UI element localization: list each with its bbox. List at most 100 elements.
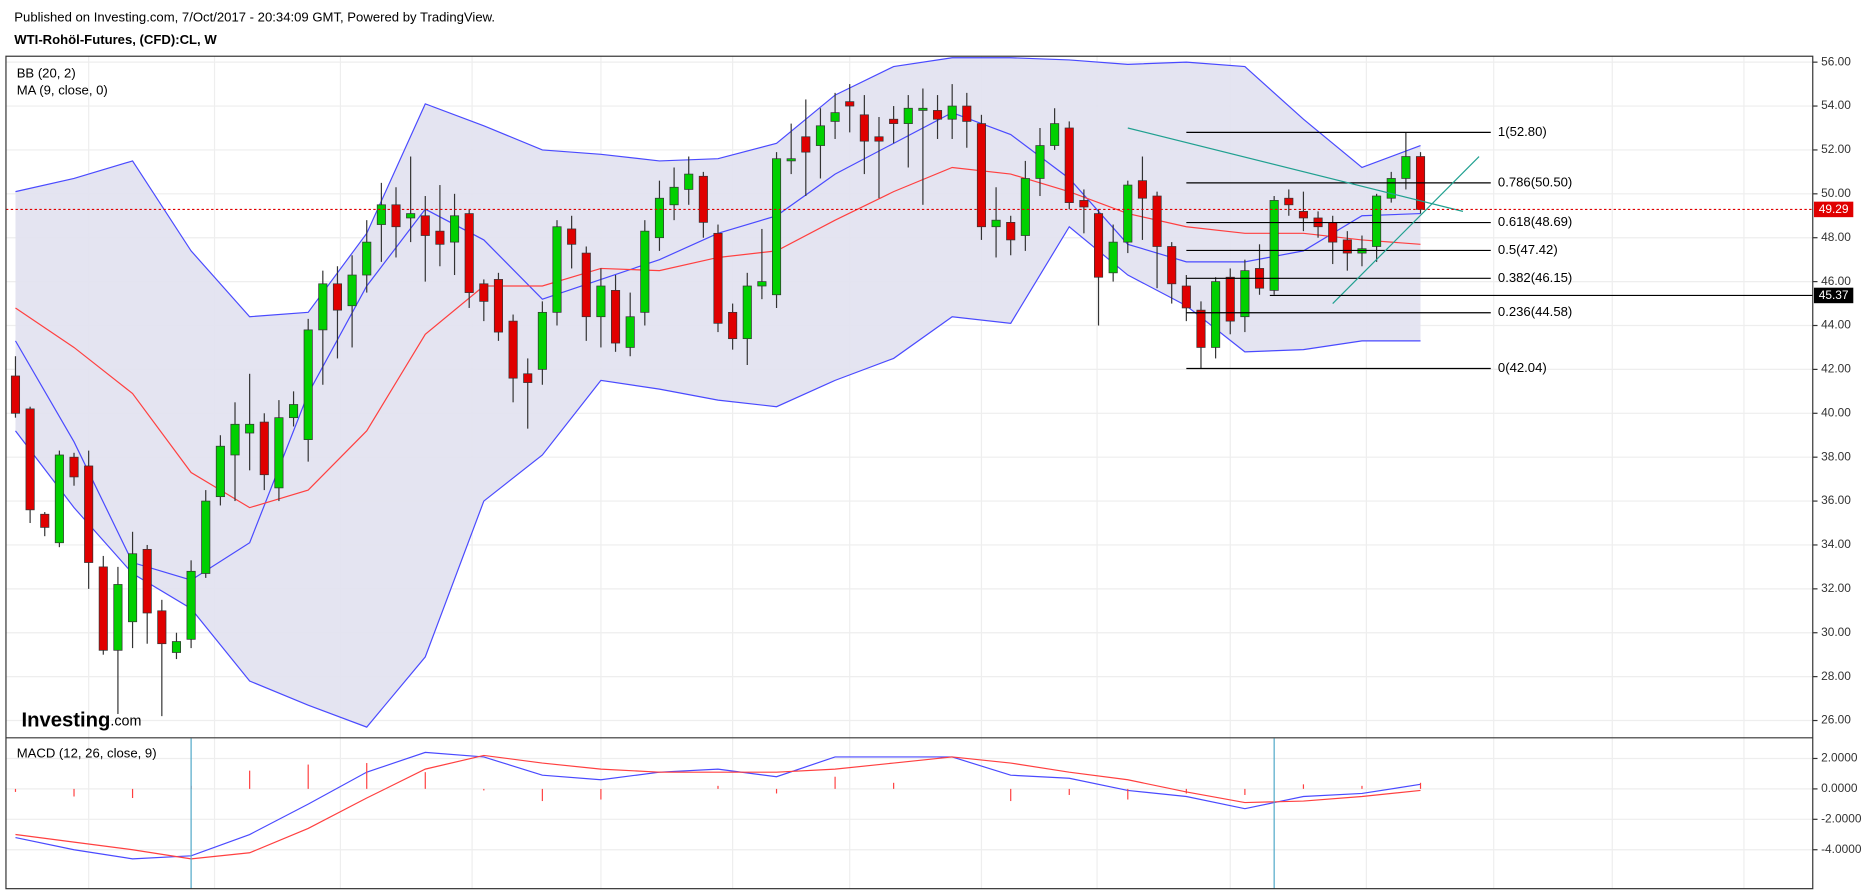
candle-body [508, 320, 518, 379]
candle-body [830, 112, 840, 122]
candle-body [1372, 195, 1382, 247]
candle-body [1386, 178, 1396, 199]
candle-body [523, 373, 533, 383]
candle-body [684, 173, 694, 190]
fib-label: 0.5(47.42) [1498, 242, 1558, 257]
y-tick-label: 54.00 [1821, 98, 1851, 112]
candle-body [10, 375, 21, 414]
candle-body [1196, 309, 1206, 348]
price-tag [1813, 201, 1854, 218]
candle-body [640, 230, 650, 313]
candle-body [1342, 239, 1352, 254]
candle-body [1211, 281, 1221, 348]
candle-body [318, 283, 328, 331]
price-tag [1813, 287, 1854, 304]
candle-body [947, 105, 957, 120]
trend-line [1332, 156, 1480, 304]
candle-body [933, 110, 943, 120]
candle-body [1108, 241, 1118, 274]
candle-body [625, 316, 635, 348]
candle-body [889, 118, 899, 124]
macd-y-tick-label: 2.0000 [1821, 751, 1858, 765]
plot-frame [5, 55, 1814, 890]
candle-body [69, 456, 79, 478]
y-tick-label: 30.00 [1821, 625, 1851, 639]
fib-label: 0.618(48.69) [1498, 214, 1572, 229]
logo: Investing.com [21, 710, 141, 732]
macd-label: MACD (12, 26, close, 9) [17, 745, 157, 760]
y-tick-label: 48.00 [1821, 230, 1851, 244]
candle-body [157, 610, 167, 645]
y-tick-label: 42.00 [1821, 362, 1851, 376]
candle-body [450, 215, 460, 243]
candle-body [40, 513, 50, 528]
candle-body [98, 566, 108, 651]
candle-body [1006, 222, 1016, 241]
candle-body [259, 421, 269, 476]
y-tick-label: 26.00 [1821, 713, 1851, 727]
price-tag-label: 45.37 [1819, 288, 1849, 302]
fib-label: 0.236(44.58) [1498, 304, 1572, 319]
candle-body [1123, 184, 1133, 243]
fib-label: 0(42.04) [1498, 360, 1547, 375]
y-tick-label: 28.00 [1821, 669, 1851, 683]
y-tick-label: 32.00 [1821, 581, 1851, 595]
trend-line [1127, 127, 1464, 212]
candle-body [1328, 222, 1338, 243]
y-tick-label: 44.00 [1821, 318, 1851, 332]
candle-body [1225, 276, 1235, 322]
candle-body [757, 281, 767, 287]
y-tick-label: 52.00 [1821, 142, 1851, 156]
candle-body [962, 105, 972, 122]
candle-body [1035, 145, 1045, 179]
logo-main: Investing [21, 710, 110, 732]
candle-body [186, 570, 196, 640]
candle-body [1064, 127, 1074, 203]
candle-body [54, 454, 64, 544]
candle-body [567, 228, 577, 245]
candle-body [303, 329, 313, 440]
candle-body [1079, 200, 1089, 208]
candle-body [201, 500, 211, 574]
candle-body [1152, 195, 1162, 247]
fib-label: 1(52.80) [1498, 124, 1547, 139]
bb-label: BB (20, 2) [17, 66, 76, 81]
candle-body [845, 101, 855, 107]
candle-body [362, 241, 372, 276]
candle-body [991, 219, 1001, 228]
candle-body [669, 186, 679, 206]
candle-body [801, 136, 811, 153]
candle-body [786, 158, 796, 162]
y-tick-label: 38.00 [1821, 449, 1851, 463]
candle-body [84, 465, 94, 563]
candle-body [1167, 246, 1177, 285]
candle-body [391, 204, 401, 228]
y-tick-label: 50.00 [1821, 186, 1851, 200]
candle-body [1020, 178, 1030, 236]
logo-suffix: .com [110, 713, 141, 729]
candle-body [171, 641, 182, 653]
candle-body [274, 417, 284, 489]
candle-body [420, 215, 430, 236]
candle-body [859, 114, 869, 142]
candle-body [1050, 123, 1060, 146]
published-note: Published on Investing.com, 7/Oct/2017 -… [14, 10, 495, 25]
candle-body [1284, 197, 1294, 206]
y-tick-label: 56.00 [1821, 54, 1851, 68]
candle-body [713, 232, 723, 324]
macd-y-tick-label: 0.0000 [1821, 781, 1858, 795]
candle-body [976, 123, 986, 228]
candle-body [1240, 270, 1250, 318]
candle-body [1093, 213, 1104, 278]
candle-body [493, 279, 503, 333]
candle-body [245, 423, 255, 434]
candle-body [537, 311, 547, 370]
y-tick-label: 46.00 [1821, 274, 1851, 288]
candle-body [654, 197, 664, 239]
candle-body [552, 226, 562, 313]
candle-body [479, 283, 489, 302]
candle-body [1298, 211, 1308, 219]
y-tick-label: 34.00 [1821, 537, 1851, 551]
